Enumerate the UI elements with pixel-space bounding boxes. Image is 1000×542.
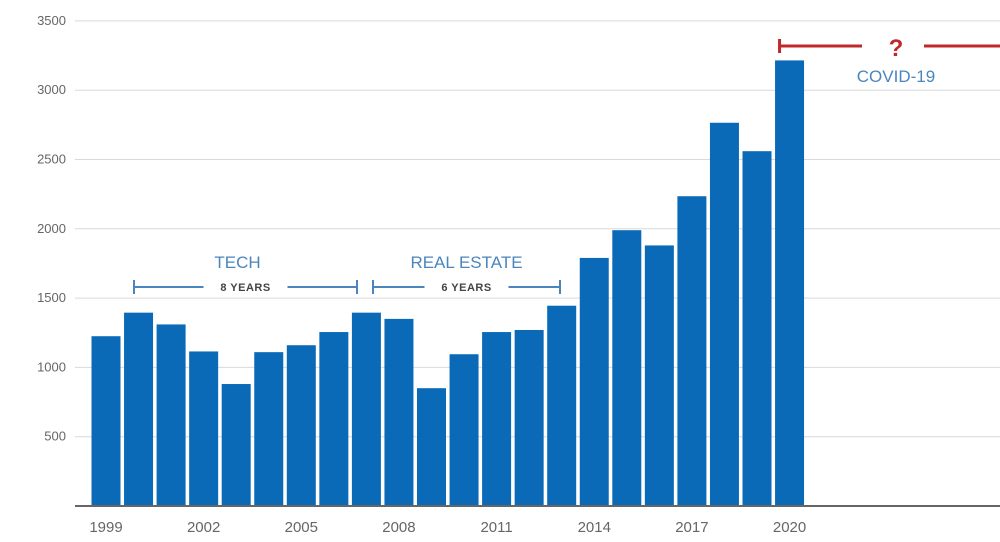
bar-2019	[742, 151, 772, 506]
annotation-covid: ? COVID-19	[778, 35, 1000, 86]
period-title: REAL ESTATE	[410, 253, 522, 272]
y-tick-label: 500	[44, 429, 66, 444]
y-tick-label: 1500	[37, 290, 66, 305]
y-tick-label: 3000	[37, 82, 66, 97]
x-tick-label: 2020	[773, 519, 806, 536]
bar-2004	[254, 352, 284, 506]
covid-question-mark: ?	[889, 35, 904, 62]
bar-2013	[547, 305, 577, 506]
bar-2016	[644, 245, 674, 506]
bar-2015	[612, 230, 642, 506]
bar-2000	[124, 312, 154, 506]
y-tick-label: 2500	[37, 152, 66, 167]
bar-2001	[156, 324, 186, 506]
bar-2006	[319, 332, 349, 506]
x-tick-label: 2005	[285, 519, 318, 536]
annotation-real-estate: 6 YEARS REAL ESTATE	[372, 253, 561, 294]
bar-2020	[775, 60, 805, 506]
annotation-tech: 8 YEARS TECH	[133, 253, 358, 294]
bar-2014	[579, 257, 609, 506]
bar-2008	[384, 318, 414, 506]
bar-2017	[677, 196, 707, 506]
y-axis-ticks: 500 1000 1500 2000 2500 3000 3500	[37, 13, 66, 444]
y-tick-label: 1000	[37, 359, 66, 374]
x-tick-label: 2008	[382, 519, 415, 536]
period-duration: 6 YEARS	[441, 282, 491, 294]
x-tick-label: 2002	[187, 519, 220, 536]
x-tick-label: 2017	[675, 519, 708, 536]
x-axis-ticks: 1999 2002 2005 2008 2011 2014 2017 2020	[89, 519, 806, 536]
bar-2018	[709, 122, 739, 507]
y-tick-label: 2000	[37, 221, 66, 236]
grid-lines	[75, 20, 1000, 438]
bar-2005	[286, 345, 316, 506]
x-tick-label: 1999	[89, 519, 122, 536]
bar-2007	[351, 312, 381, 506]
bar-2010	[449, 354, 479, 506]
period-title: TECH	[214, 253, 260, 272]
y-tick-label: 3500	[37, 13, 66, 28]
bar-2009	[417, 388, 446, 506]
bar-2002	[189, 351, 219, 506]
bar-2003	[221, 384, 251, 506]
period-duration: 8 YEARS	[220, 282, 270, 294]
bars	[91, 60, 805, 507]
x-tick-label: 2014	[578, 519, 611, 536]
bar-2011	[482, 332, 512, 506]
bar-1999	[91, 336, 121, 506]
covid-label: COVID-19	[857, 67, 935, 86]
x-tick-label: 2011	[480, 519, 512, 536]
bar-2012	[514, 329, 544, 506]
period-annotations: 8 YEARS TECH 6 YEARS REAL ESTATE? COVID-19	[133, 35, 1000, 294]
